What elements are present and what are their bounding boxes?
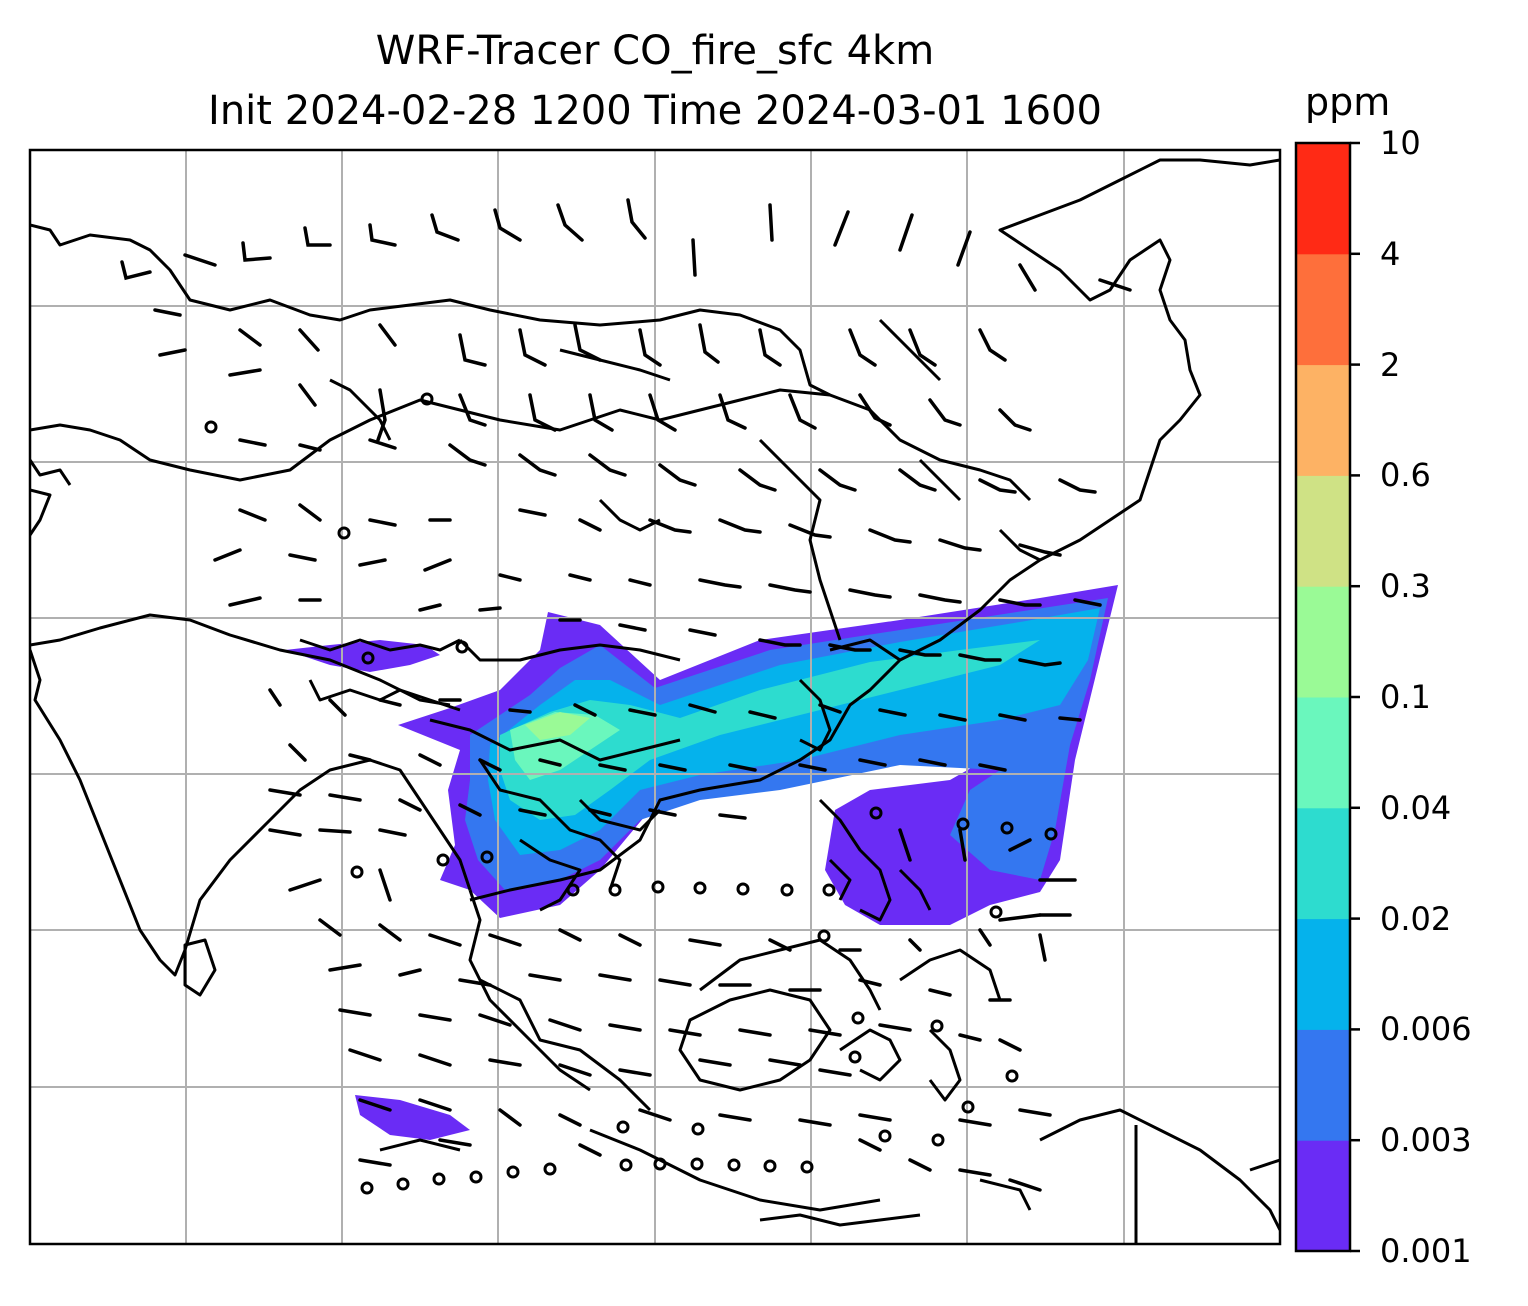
colorbar-band bbox=[1296, 364, 1350, 476]
colorbar-tick-label: 0.02 bbox=[1380, 899, 1452, 938]
colorbar-band bbox=[1296, 253, 1350, 366]
colorbar-tick-label: 0.1 bbox=[1380, 678, 1431, 716]
colorbar-band bbox=[1296, 475, 1350, 587]
colorbar-band bbox=[1296, 1029, 1350, 1141]
colorbar-band bbox=[1296, 586, 1350, 698]
tracer-plume bbox=[285, 585, 1118, 1140]
wind-barbs bbox=[120, 198, 1132, 1192]
gridlines bbox=[30, 150, 1280, 1244]
colorbar-tick-label: 0.04 bbox=[1380, 788, 1452, 827]
colorbar-tick-label: 0.6 bbox=[1380, 456, 1431, 495]
plume-level-002 bbox=[500, 640, 1040, 820]
colorbar-band bbox=[1296, 1140, 1350, 1252]
calm-wind-markers bbox=[204, 392, 1058, 1195]
colorbar-band bbox=[1296, 697, 1350, 809]
colorbar-tick-label: 0.001 bbox=[1380, 1232, 1472, 1270]
colorbar-tick-label: 0.006 bbox=[1380, 1010, 1472, 1049]
map-title-line2: Init 2024-02-28 1200 Time 2024-03-01 160… bbox=[208, 88, 1102, 134]
colorbar-tick-label: 4 bbox=[1380, 234, 1401, 273]
plume-sumatra bbox=[355, 1095, 470, 1140]
colorbar-band bbox=[1296, 807, 1350, 920]
colorbar-band bbox=[1296, 918, 1350, 1030]
map-title-line1: WRF-Tracer CO_fire_sfc 4km bbox=[375, 28, 935, 74]
colorbar-band bbox=[1296, 143, 1350, 255]
colorbar-unit: ppm bbox=[1305, 80, 1391, 124]
plume-level-01 bbox=[525, 712, 590, 740]
colorbar-tick-label: 10 bbox=[1380, 124, 1421, 162]
colorbar-tick-label: 2 bbox=[1380, 345, 1401, 384]
colorbar bbox=[1294, 141, 1360, 1253]
map-frame bbox=[28, 148, 1282, 1246]
colorbar-tick-label: 0.3 bbox=[1380, 567, 1431, 606]
colorbar-tick-label: 0.003 bbox=[1380, 1121, 1472, 1160]
